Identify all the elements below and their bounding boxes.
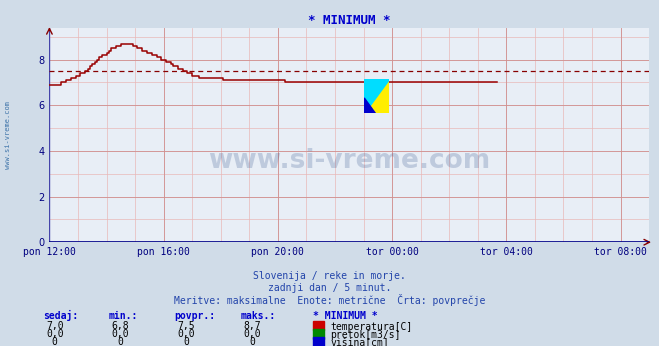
Text: Meritve: maksimalne  Enote: metrične  Črta: povprečje: Meritve: maksimalne Enote: metrične Črta… (174, 294, 485, 306)
Text: zadnji dan / 5 minut.: zadnji dan / 5 minut. (268, 283, 391, 293)
Text: min.:: min.: (109, 311, 138, 321)
Text: 0: 0 (184, 337, 189, 346)
Text: 0,0: 0,0 (178, 329, 195, 339)
Text: 0,0: 0,0 (244, 329, 261, 339)
Text: 0,0: 0,0 (112, 329, 129, 339)
Title: * MINIMUM *: * MINIMUM * (308, 13, 391, 27)
Text: * MINIMUM *: * MINIMUM * (313, 311, 378, 321)
Text: 0,0: 0,0 (46, 329, 63, 339)
Polygon shape (364, 98, 376, 113)
Text: 0: 0 (250, 337, 255, 346)
Text: sedaj:: sedaj: (43, 310, 78, 321)
Text: 8,7: 8,7 (244, 321, 261, 331)
Text: www.si-vreme.com: www.si-vreme.com (5, 101, 11, 169)
Text: 7,0: 7,0 (46, 321, 63, 331)
Polygon shape (364, 79, 389, 113)
Text: 6,8: 6,8 (112, 321, 129, 331)
Text: povpr.:: povpr.: (175, 311, 215, 321)
Text: 0: 0 (118, 337, 123, 346)
Text: pretok[m3/s]: pretok[m3/s] (330, 330, 401, 340)
Text: maks.:: maks.: (241, 311, 275, 321)
Text: 7,5: 7,5 (178, 321, 195, 331)
Text: 0: 0 (52, 337, 57, 346)
Polygon shape (364, 79, 389, 113)
Text: temperatura[C]: temperatura[C] (330, 322, 413, 332)
Text: www.si-vreme.com: www.si-vreme.com (208, 148, 490, 174)
Text: Slovenija / reke in morje.: Slovenija / reke in morje. (253, 271, 406, 281)
Text: višina[cm]: višina[cm] (330, 338, 389, 346)
